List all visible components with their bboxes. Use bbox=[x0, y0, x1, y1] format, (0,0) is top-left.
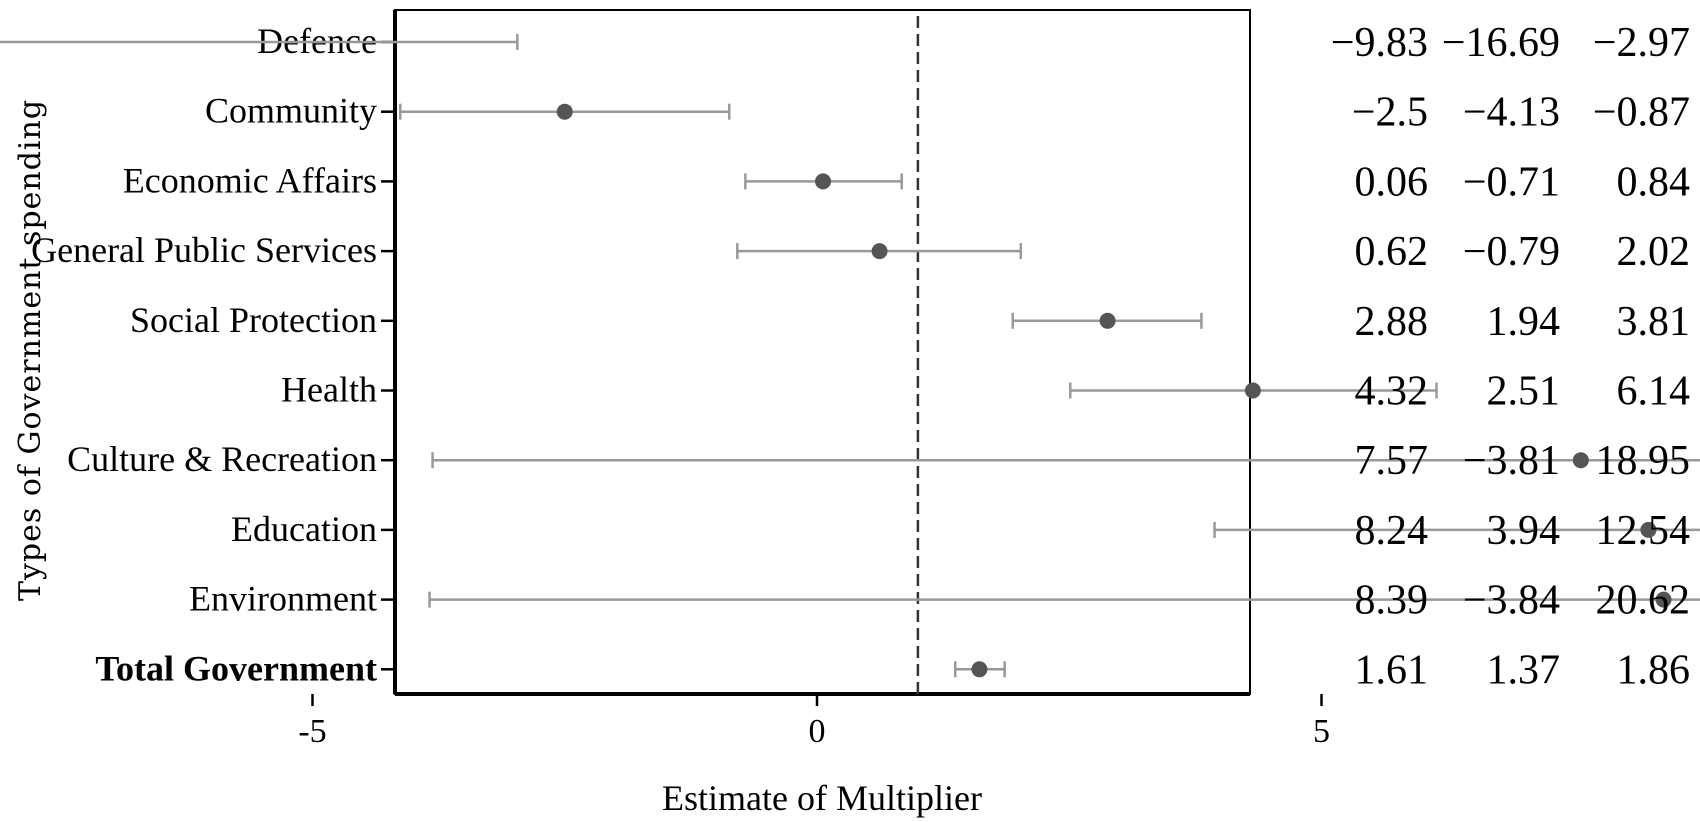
table-estimate-value: 8.39 bbox=[1355, 578, 1429, 624]
estimate-point bbox=[815, 173, 832, 190]
table-lower-value: 1.37 bbox=[1487, 647, 1561, 693]
table-estimate-value: −9.83 bbox=[1331, 20, 1428, 66]
table-lower-value: −4.13 bbox=[1463, 90, 1560, 136]
estimate-point bbox=[871, 243, 888, 260]
table-estimate-value: 8.24 bbox=[1355, 508, 1429, 554]
table-upper-value: 0.84 bbox=[1617, 159, 1691, 205]
table-lower-value: −0.79 bbox=[1463, 229, 1560, 275]
table-estimate-value: 2.88 bbox=[1355, 299, 1429, 345]
table-lower-value: −3.81 bbox=[1463, 438, 1560, 484]
estimate-point bbox=[556, 103, 573, 120]
category-label: Education bbox=[231, 509, 377, 549]
x-tick-label: 0 bbox=[809, 713, 826, 750]
y-axis-label: Types of Government spending bbox=[13, 99, 48, 601]
category-label: General Public Services bbox=[31, 230, 377, 270]
category-label: Health bbox=[281, 370, 377, 410]
table-upper-value: 20.62 bbox=[1596, 578, 1691, 624]
x-axis-label: Estimate of Multiplier bbox=[662, 778, 982, 818]
table-upper-value: −0.87 bbox=[1593, 90, 1690, 136]
estimate-point bbox=[1099, 312, 1116, 329]
plot-area: -20-15-10-505101520DefenceCommunityEcono… bbox=[0, 9, 1700, 750]
category-label: Social Protection bbox=[130, 300, 377, 340]
table-lower-value: 3.94 bbox=[1487, 508, 1561, 554]
category-label: Economic Affairs bbox=[123, 160, 377, 200]
estimate-table: −9.83 −16.69 −2.97 −2.5 −4.13 −0.87 0.06 −0.71 0… bbox=[1331, 20, 1690, 693]
table-estimate-value: −2.5 bbox=[1352, 90, 1428, 136]
estimate-point bbox=[1572, 452, 1589, 469]
table-upper-value: 2.02 bbox=[1617, 229, 1691, 275]
estimate-point bbox=[971, 661, 988, 678]
table-upper-value: 6.14 bbox=[1617, 369, 1691, 415]
table-estimate-value: 0.62 bbox=[1355, 229, 1429, 275]
table-lower-value: −16.69 bbox=[1442, 20, 1560, 66]
table-upper-value: 12.54 bbox=[1596, 508, 1691, 554]
x-tick-label: 5 bbox=[1313, 713, 1330, 750]
category-label: Total Government bbox=[95, 648, 377, 688]
table-lower-value: 1.94 bbox=[1487, 299, 1561, 345]
table-upper-value: −2.97 bbox=[1593, 20, 1690, 66]
table-lower-value: −3.84 bbox=[1463, 578, 1560, 624]
table-upper-value: 18.95 bbox=[1596, 438, 1691, 484]
table-estimate-value: 7.57 bbox=[1355, 438, 1429, 484]
category-label: Community bbox=[205, 91, 377, 131]
category-label: Environment bbox=[189, 579, 377, 619]
table-estimate-value: 0.06 bbox=[1355, 159, 1429, 205]
estimate-point bbox=[1640, 521, 1657, 538]
table-upper-value: 3.81 bbox=[1617, 299, 1691, 345]
table-lower-value: −0.71 bbox=[1463, 159, 1560, 205]
table-upper-value: 1.86 bbox=[1617, 647, 1691, 693]
table-estimate-value: 4.32 bbox=[1355, 369, 1429, 415]
estimate-point bbox=[1244, 382, 1261, 399]
table-lower-value: 2.51 bbox=[1487, 369, 1561, 415]
table-estimate-value: 1.61 bbox=[1355, 647, 1429, 693]
x-tick-label: -5 bbox=[298, 713, 326, 750]
category-label: Culture & Recreation bbox=[67, 439, 377, 479]
estimate-point bbox=[1655, 591, 1672, 608]
